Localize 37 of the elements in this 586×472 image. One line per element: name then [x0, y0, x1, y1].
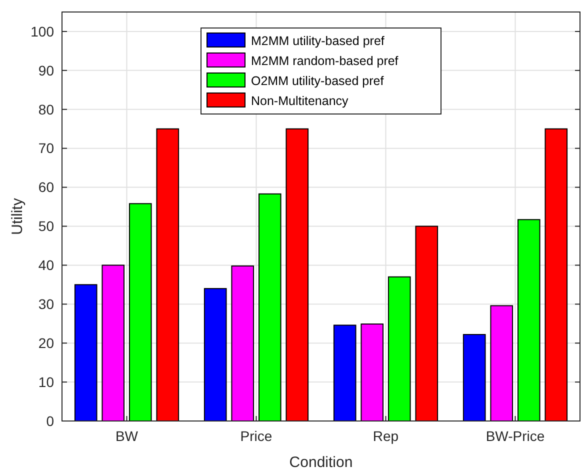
bar [415, 226, 438, 422]
y-axis-title: Utility [9, 198, 26, 235]
y-tick-label: 30 [38, 296, 54, 312]
bar [490, 305, 514, 422]
bar [74, 284, 98, 422]
y-tick-label: 70 [38, 140, 54, 156]
y-tick-label: 60 [38, 179, 54, 196]
bar [544, 128, 568, 422]
bar [333, 324, 356, 422]
legend-label: O2MM utility-based pref [251, 74, 384, 88]
bar [388, 276, 411, 422]
legend-label: M2MM random-based pref [251, 54, 399, 68]
bar [156, 128, 180, 422]
y-tick-label: 50 [38, 218, 54, 234]
y-tick-label: 20 [38, 334, 54, 351]
bar [286, 128, 309, 422]
bar [517, 219, 540, 422]
y-tick-label: 80 [38, 101, 54, 118]
bar [102, 264, 125, 422]
bar [462, 334, 486, 422]
x-tick-label: BW-Price [486, 428, 545, 444]
bar [258, 193, 282, 422]
x-tick-label: Price [240, 428, 272, 444]
y-tick-label: 40 [38, 257, 54, 274]
y-tick-label: 100 [30, 23, 54, 40]
x-tick-label: BW [115, 428, 139, 444]
y-tick-label: 10 [38, 374, 54, 390]
bar [231, 265, 254, 422]
legend-label: M2MM utility-based pref [251, 34, 385, 48]
bar [128, 203, 152, 422]
y-tick-label: 0 [46, 412, 54, 429]
bar [204, 288, 227, 422]
x-axis-title: Condition [289, 454, 353, 471]
legend-label: Non-Multitenancy [251, 94, 350, 108]
bar [360, 324, 384, 422]
y-tick-label: 90 [38, 62, 54, 78]
x-tick-label: Rep [372, 428, 399, 444]
